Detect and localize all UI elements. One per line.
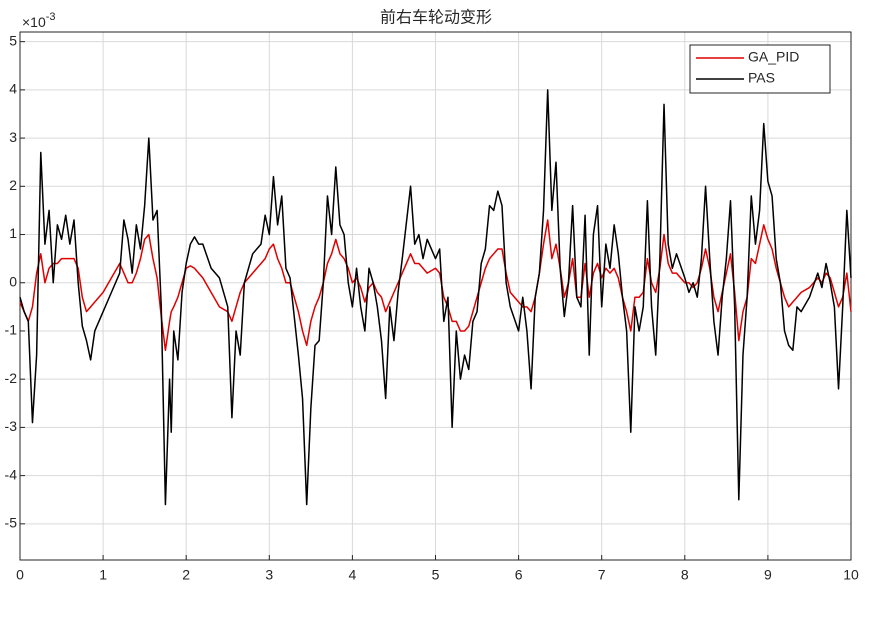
y-tick-label: 3 [9,129,17,145]
y-tick-label: -5 [5,515,18,531]
multiplier-base: ×10 [22,14,46,30]
x-tick-label: 8 [681,567,689,583]
x-tick-label: 0 [16,567,24,583]
y-tick-label: 1 [9,225,17,241]
x-tick-label: 5 [432,567,440,583]
x-tick-label: 3 [265,567,273,583]
y-tick-label: -3 [5,418,18,434]
legend-box [689,44,831,94]
x-tick-label: 1 [99,567,107,583]
legend-label: GA_PID [748,49,799,65]
multiplier-exponent: -3 [46,11,56,23]
y-tick-label: -4 [5,466,18,482]
y-tick-label: 2 [9,177,17,193]
x-tick-label: 6 [515,567,523,583]
y-tick-label: -2 [5,370,18,386]
y-tick-label: 5 [9,32,17,48]
legend-label: PAS [748,70,775,86]
y-tick-label: 4 [9,81,17,97]
x-tick-label: 2 [182,567,190,583]
x-tick-label: 4 [349,567,357,583]
chart-title: 前右车轮动变形 [380,8,492,27]
x-tick-label: 10 [843,567,859,583]
y-tick-label: 0 [9,273,17,289]
y-tick-label: -1 [5,322,18,338]
x-tick-label: 7 [598,567,606,583]
x-tick-label: 9 [764,567,772,583]
y-multiplier: ×10-3 [22,11,56,30]
plot-frame [19,31,852,561]
series-line [19,89,852,506]
